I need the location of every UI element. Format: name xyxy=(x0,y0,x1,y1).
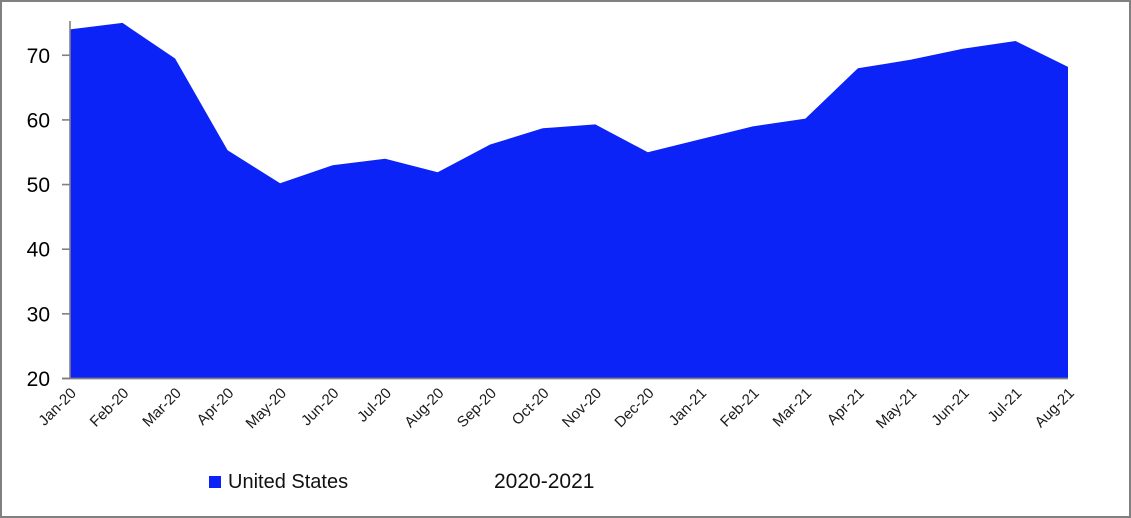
y-axis-tick-label: 70 xyxy=(27,45,50,68)
y-axis-tick-label: 50 xyxy=(27,174,50,197)
x-axis-tick-label: Aug-20 xyxy=(401,385,447,431)
x-axis-tick-label: Apr-20 xyxy=(194,385,238,429)
x-axis-tick-label: May-21 xyxy=(873,385,920,432)
x-axis-tick-label: May-20 xyxy=(243,385,290,432)
legend-swatch-icon xyxy=(209,476,221,488)
x-axis-tick-label: Jul-21 xyxy=(984,385,1025,426)
x-axis-tick-label: Jan-21 xyxy=(666,385,710,429)
y-axis-tick-label: 20 xyxy=(27,368,50,391)
y-axis-tick-label: 30 xyxy=(27,303,50,326)
x-axis-tick-label: Jul-20 xyxy=(354,385,395,426)
x-axis-tick-label: Aug-21 xyxy=(1032,385,1078,431)
y-axis-tick-label: 40 xyxy=(27,239,50,262)
x-axis-tick-label: Feb-21 xyxy=(717,385,763,431)
x-axis-tick-label: Feb-20 xyxy=(87,385,133,431)
x-axis-tick-label: Jun-20 xyxy=(298,385,342,429)
x-axis-tick-label: Apr-21 xyxy=(824,385,868,429)
x-axis-tick-label: Mar-20 xyxy=(139,385,185,431)
x-axis-tick-label: Jan-20 xyxy=(35,385,79,429)
x-axis-tick-label: Mar-21 xyxy=(770,385,816,431)
y-axis-tick-label: 60 xyxy=(27,109,50,132)
x-axis-tick-label: Oct-20 xyxy=(509,385,553,429)
legend-item-united-states[interactable]: United States xyxy=(209,470,348,494)
legend-label: United States xyxy=(228,471,349,493)
x-axis-tick-label: Sep-20 xyxy=(454,385,500,431)
x-axis-tick-label: Nov-20 xyxy=(559,385,605,431)
x-axis-tick-label: Jun-21 xyxy=(928,385,972,429)
x-axis-tick-label: Dec-20 xyxy=(611,385,657,431)
area-series-united-states xyxy=(70,22,1068,379)
